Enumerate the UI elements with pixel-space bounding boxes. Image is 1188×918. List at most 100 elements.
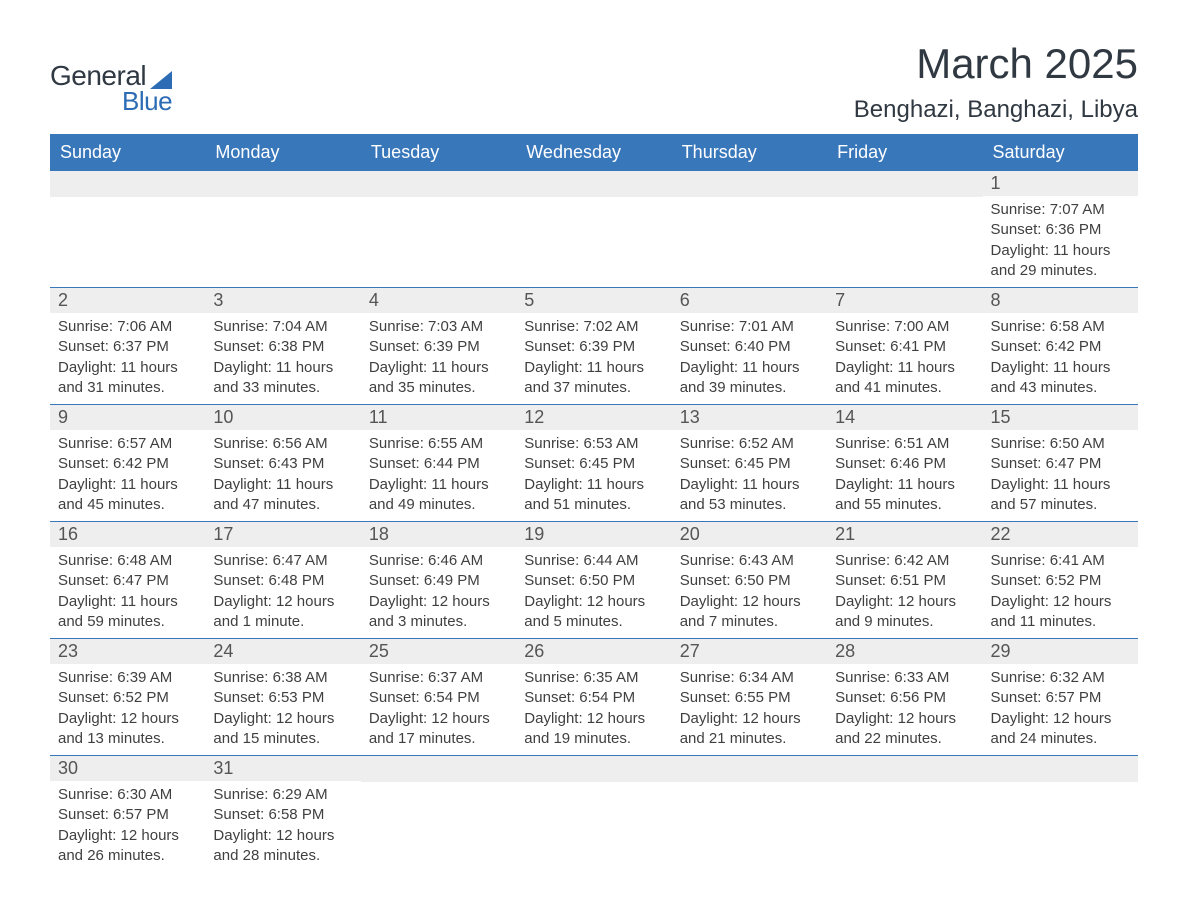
daylight-text-1: Daylight: 12 hours [369,709,508,729]
day-header: Saturday [983,134,1138,171]
sunset-text: Sunset: 6:50 PM [680,571,819,591]
calendar-cell [827,756,982,873]
sunset-text: Sunset: 6:54 PM [369,688,508,708]
calendar-cell: 12Sunrise: 6:53 AMSunset: 6:45 PMDayligh… [516,405,671,522]
day-number: 6 [672,288,827,313]
daylight-text-1: Daylight: 12 hours [213,826,352,846]
daylight-text-2: and 1 minute. [213,612,352,632]
day-number: 13 [672,405,827,430]
day-content: Sunrise: 7:02 AMSunset: 6:39 PMDaylight:… [516,313,671,404]
sunrise-text: Sunrise: 7:00 AM [835,317,974,337]
title-block: March 2025 Benghazi, Banghazi, Libya [854,40,1138,124]
calendar-cell: 17Sunrise: 6:47 AMSunset: 6:48 PMDayligh… [205,522,360,639]
sunrise-text: Sunrise: 6:30 AM [58,785,197,805]
day-number-empty [361,756,516,782]
sunrise-text: Sunrise: 7:04 AM [213,317,352,337]
daylight-text-2: and 45 minutes. [58,495,197,515]
calendar-cell: 24Sunrise: 6:38 AMSunset: 6:53 PMDayligh… [205,639,360,756]
day-number: 24 [205,639,360,664]
daylight-text-1: Daylight: 11 hours [835,475,974,495]
sunrise-text: Sunrise: 6:34 AM [680,668,819,688]
sunrise-text: Sunrise: 6:41 AM [991,551,1130,571]
sunrise-text: Sunrise: 6:32 AM [991,668,1130,688]
sunset-text: Sunset: 6:44 PM [369,454,508,474]
logo-text-blue: Blue [122,86,172,117]
day-number: 30 [50,756,205,781]
sunrise-text: Sunrise: 7:02 AM [524,317,663,337]
daylight-text-1: Daylight: 11 hours [58,358,197,378]
daylight-text-1: Daylight: 11 hours [835,358,974,378]
sunset-text: Sunset: 6:51 PM [835,571,974,591]
daylight-text-2: and 57 minutes. [991,495,1130,515]
daylight-text-2: and 51 minutes. [524,495,663,515]
daylight-text-1: Daylight: 11 hours [991,358,1130,378]
day-content: Sunrise: 6:50 AMSunset: 6:47 PMDaylight:… [983,430,1138,521]
day-number-empty [672,171,827,197]
sunrise-text: Sunrise: 7:06 AM [58,317,197,337]
calendar-cell [983,756,1138,873]
calendar-cell: 9Sunrise: 6:57 AMSunset: 6:42 PMDaylight… [50,405,205,522]
calendar-cell: 3Sunrise: 7:04 AMSunset: 6:38 PMDaylight… [205,288,360,405]
calendar-cell [672,756,827,873]
day-number: 31 [205,756,360,781]
daylight-text-1: Daylight: 11 hours [991,241,1130,261]
day-content: Sunrise: 6:52 AMSunset: 6:45 PMDaylight:… [672,430,827,521]
sunset-text: Sunset: 6:39 PM [369,337,508,357]
day-number-empty [672,756,827,782]
sunset-text: Sunset: 6:45 PM [524,454,663,474]
day-content: Sunrise: 7:03 AMSunset: 6:39 PMDaylight:… [361,313,516,404]
day-number: 16 [50,522,205,547]
sunset-text: Sunset: 6:42 PM [58,454,197,474]
sunrise-text: Sunrise: 6:51 AM [835,434,974,454]
daylight-text-1: Daylight: 12 hours [680,709,819,729]
day-header: Friday [827,134,982,171]
day-number: 26 [516,639,671,664]
daylight-text-1: Daylight: 12 hours [524,592,663,612]
sunrise-text: Sunrise: 6:58 AM [991,317,1130,337]
daylight-text-2: and 17 minutes. [369,729,508,749]
sunrise-text: Sunrise: 7:07 AM [991,200,1130,220]
day-content: Sunrise: 6:33 AMSunset: 6:56 PMDaylight:… [827,664,982,755]
sunset-text: Sunset: 6:46 PM [835,454,974,474]
daylight-text-2: and 11 minutes. [991,612,1130,632]
day-number: 22 [983,522,1138,547]
daylight-text-2: and 24 minutes. [991,729,1130,749]
day-number: 12 [516,405,671,430]
sunrise-text: Sunrise: 6:43 AM [680,551,819,571]
daylight-text-1: Daylight: 11 hours [213,475,352,495]
sunrise-text: Sunrise: 6:48 AM [58,551,197,571]
day-number-empty [361,171,516,197]
calendar-cell: 13Sunrise: 6:52 AMSunset: 6:45 PMDayligh… [672,405,827,522]
daylight-text-1: Daylight: 11 hours [369,358,508,378]
daylight-text-2: and 43 minutes. [991,378,1130,398]
calendar-cell: 19Sunrise: 6:44 AMSunset: 6:50 PMDayligh… [516,522,671,639]
sunrise-text: Sunrise: 6:47 AM [213,551,352,571]
calendar-week-row: 30Sunrise: 6:30 AMSunset: 6:57 PMDayligh… [50,756,1138,873]
day-content: Sunrise: 6:39 AMSunset: 6:52 PMDaylight:… [50,664,205,755]
day-number: 20 [672,522,827,547]
daylight-text-2: and 7 minutes. [680,612,819,632]
daylight-text-1: Daylight: 12 hours [991,592,1130,612]
day-content: Sunrise: 7:04 AMSunset: 6:38 PMDaylight:… [205,313,360,404]
daylight-text-1: Daylight: 11 hours [58,592,197,612]
daylight-text-2: and 47 minutes. [213,495,352,515]
calendar-body: 1Sunrise: 7:07 AMSunset: 6:36 PMDaylight… [50,171,1138,872]
calendar-cell: 11Sunrise: 6:55 AMSunset: 6:44 PMDayligh… [361,405,516,522]
daylight-text-1: Daylight: 12 hours [835,592,974,612]
calendar-week-row: 2Sunrise: 7:06 AMSunset: 6:37 PMDaylight… [50,288,1138,405]
daylight-text-1: Daylight: 11 hours [680,358,819,378]
daylight-text-2: and 49 minutes. [369,495,508,515]
daylight-text-1: Daylight: 12 hours [991,709,1130,729]
calendar-cell [516,171,671,288]
day-content: Sunrise: 6:46 AMSunset: 6:49 PMDaylight:… [361,547,516,638]
calendar-cell: 25Sunrise: 6:37 AMSunset: 6:54 PMDayligh… [361,639,516,756]
sunset-text: Sunset: 6:53 PM [213,688,352,708]
daylight-text-1: Daylight: 12 hours [213,592,352,612]
day-number-empty [516,171,671,197]
daylight-text-1: Daylight: 11 hours [991,475,1130,495]
sunset-text: Sunset: 6:39 PM [524,337,663,357]
day-number: 29 [983,639,1138,664]
day-header: Tuesday [361,134,516,171]
day-number: 28 [827,639,982,664]
sunset-text: Sunset: 6:41 PM [835,337,974,357]
